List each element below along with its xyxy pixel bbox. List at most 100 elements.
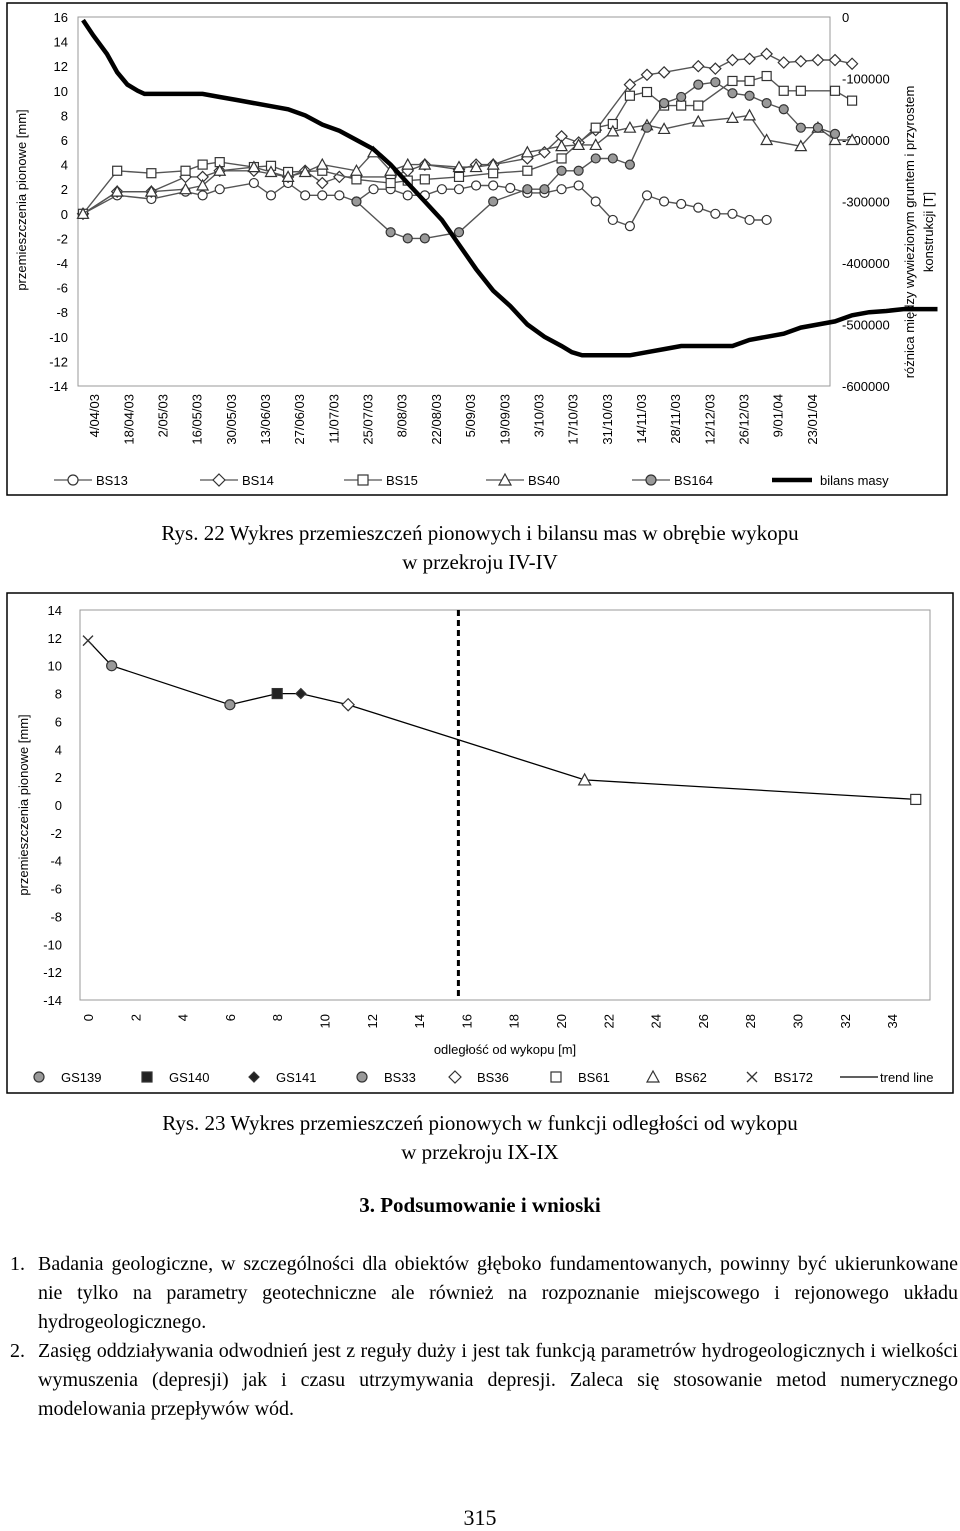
y-tick-label: -8 (50, 909, 62, 924)
data-point-bs164 (385, 227, 396, 238)
data-point-bs164 (658, 97, 670, 109)
x-tick-label: 4/04/03 (87, 394, 102, 437)
x-tick-label: 28/11/03 (668, 394, 683, 444)
y2-tick-label: -100000 (842, 72, 890, 87)
x-tick-label: 18/04/03 (121, 394, 136, 445)
y-tick-label: 4 (61, 158, 68, 173)
legend-marker-bs36 (448, 1070, 462, 1084)
trend-line (87, 640, 916, 801)
data-point-bs40 (555, 139, 569, 152)
y-tick-label: 8 (61, 108, 68, 123)
data-point-bs15 (693, 100, 704, 111)
x-tick-label: 32 (838, 1014, 853, 1028)
data-point-bs40 (315, 157, 329, 170)
data-point-bs15 (351, 174, 362, 185)
data-point-bs13 (248, 177, 260, 189)
y-tick-label: -14 (43, 993, 62, 1008)
data-point-bs40 (589, 138, 603, 151)
data-point-bs164 (693, 79, 704, 90)
data-point-bs36 (341, 697, 355, 712)
conclusion-number: 1. (10, 1253, 25, 1275)
data-point-bs15 (180, 165, 191, 176)
legend-label: BS164 (674, 473, 713, 488)
x-tick-label: 23/01/04 (805, 394, 820, 445)
data-point-bs15 (744, 75, 755, 87)
y2-axis-title-line2: konstrukcji [T] (921, 192, 936, 272)
x-tick-label: 34 (885, 1014, 900, 1028)
data-point-bs164 (624, 159, 636, 170)
x-tick-label: 20 (554, 1014, 569, 1028)
data-point-bs15 (761, 70, 772, 82)
section-title: 3. Podsumowanie i wnioski (359, 1193, 601, 1217)
legend-label: BS62 (675, 1070, 707, 1085)
data-point-bs14 (623, 78, 637, 91)
data-point-bs164 (641, 122, 653, 133)
y-tick-label: -6 (56, 281, 68, 296)
x-tick-label: 5/09/03 (463, 394, 478, 437)
data-point-bs164 (402, 233, 413, 244)
x-tick-label: 4 (176, 1014, 191, 1021)
legend-marker-bs33 (356, 1071, 368, 1083)
x-tick-label: 8/08/03 (395, 394, 410, 437)
y-axis-title: przemieszczenia pionowe [mm] (16, 714, 31, 895)
legend-label: BS36 (477, 1070, 509, 1085)
x-tick-label: 3/10/03 (531, 394, 546, 437)
data-point-bs164 (573, 165, 584, 176)
y-tick-label: -10 (49, 330, 68, 345)
data-point-bs40 (725, 111, 739, 123)
chart1-plot-area (77, 16, 831, 387)
data-point-bs40 (572, 138, 586, 151)
data-point-bs164 (727, 88, 738, 99)
x-tick-label: 17/10/03 (566, 394, 581, 445)
y-tick-label: -10 (43, 937, 62, 952)
data-point-bs14 (640, 68, 654, 82)
figure-23-caption: Rys. 23 Wykres przemieszczeń pionowych w… (0, 1109, 960, 1167)
legend-marker-gs141 (248, 1071, 260, 1083)
y-tick-label: 14 (54, 35, 68, 50)
legend-label: GS141 (276, 1070, 316, 1085)
series-line-bilans-masy (81, 18, 938, 358)
y-tick-label: 2 (61, 182, 68, 197)
conclusion-item-1: 1. Badania geologiczne, w szczególności … (10, 1250, 958, 1337)
data-point-bs13 (368, 184, 379, 195)
y-axis-title: przemieszczenia pionowe [mm] (14, 109, 29, 290)
y-tick-label: 8 (55, 687, 62, 702)
data-point-bs40 (845, 133, 859, 146)
x-tick-label: 12/12/03 (702, 394, 717, 445)
data-point-bs164 (761, 97, 772, 109)
data-point-bs164 (453, 227, 465, 238)
data-point-bs15 (641, 86, 653, 98)
data-point-bs40 (213, 164, 227, 176)
data-point-gs139 (106, 660, 118, 672)
data-point-bs40 (486, 157, 500, 170)
page-number: 315 (463, 1505, 497, 1530)
data-point-bs40 (110, 184, 124, 197)
data-point-bs13 (436, 184, 448, 195)
data-point-bs164 (351, 196, 362, 207)
data-point-bs172 (82, 635, 94, 647)
data-point-bs164 (676, 91, 687, 103)
data-point-bs40 (828, 133, 842, 146)
data-point-bs13 (334, 190, 345, 201)
figure-22-caption: Rys. 22 Wykres przemieszczeń pionowych i… (0, 519, 960, 577)
legend-marker-bs15 (357, 474, 369, 486)
data-point-bs164 (556, 165, 567, 176)
data-point-bs40 (196, 178, 210, 191)
y-tick-label: -2 (56, 231, 68, 246)
data-point-bs15 (676, 100, 687, 111)
figure-22-caption-line2: w przekroju IV-IV (402, 550, 558, 574)
data-point-bs13 (556, 184, 567, 195)
x-tick-label: 14/11/03 (634, 394, 649, 444)
data-point-bs40 (179, 182, 193, 195)
data-point-bs15 (846, 95, 858, 106)
data-point-bs164 (539, 184, 550, 195)
x-tick-label: 24 (649, 1014, 664, 1028)
data-point-bs13 (214, 184, 225, 195)
legend-label: GS139 (61, 1070, 101, 1085)
data-point-bs13 (488, 180, 499, 191)
data-point-bs40 (247, 160, 261, 173)
y-tick-label: 6 (61, 133, 68, 148)
data-point-bs13 (317, 190, 328, 201)
y2-tick-label: -500000 (842, 318, 890, 333)
